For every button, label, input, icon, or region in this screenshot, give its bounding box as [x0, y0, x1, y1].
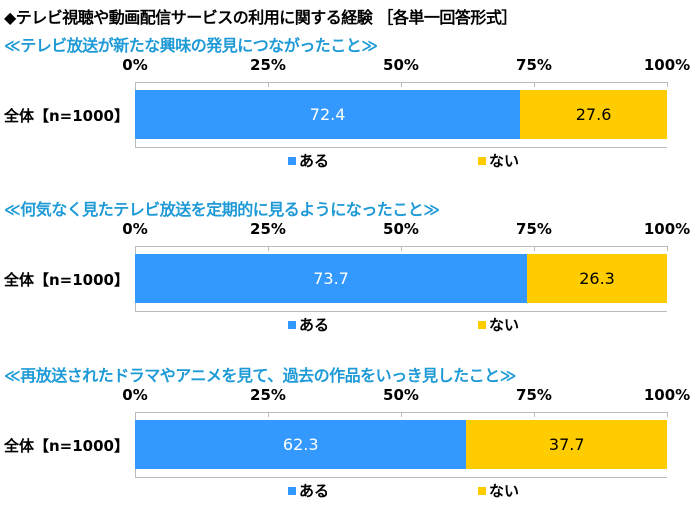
main-title: ◆テレビ視聴や動画配信サービスの利用に関する経験 ［各単一回答形式］ — [4, 8, 517, 27]
data-label: 27.6 — [575, 105, 612, 124]
legend-item: ない — [478, 150, 519, 171]
x-tick-label: 75% — [516, 56, 552, 74]
x-axis-bottom — [135, 477, 667, 478]
legend-swatch — [288, 320, 296, 329]
x-tick-label: 50% — [383, 386, 419, 404]
x-tick-label: 25% — [250, 386, 286, 404]
x-tick-label: 25% — [250, 220, 286, 238]
x-tick-label: 0% — [122, 386, 148, 404]
x-tick-label: 50% — [383, 56, 419, 74]
data-label: 62.3 — [282, 435, 319, 454]
legend-swatch — [478, 486, 486, 495]
x-tick-label: 100% — [643, 386, 691, 404]
legend-item: ない — [478, 480, 519, 501]
category-label: 全体【n=1000】 — [4, 271, 129, 289]
x-tick-mark — [268, 412, 269, 417]
data-label: 72.4 — [309, 105, 346, 124]
panel-title: ≪何気なく見たテレビ放送を定期的に見るようになったこと≫ — [4, 200, 440, 219]
x-tick-label: 100% — [643, 220, 691, 238]
x-tick-label: 25% — [250, 56, 286, 74]
x-tick-mark — [667, 82, 668, 87]
legend-label: ある — [299, 152, 330, 170]
data-label: 37.7 — [548, 435, 585, 454]
legend-item: ある — [288, 150, 329, 171]
category-label: 全体【n=1000】 — [4, 107, 129, 125]
bar-segment-nai: 27.6 — [520, 90, 667, 139]
legend-item: ない — [478, 314, 519, 335]
legend-swatch — [288, 486, 296, 495]
x-tick-label: 100% — [643, 56, 691, 74]
x-tick-label: 0% — [122, 56, 148, 74]
x-tick-label: 75% — [516, 220, 552, 238]
panel-title: ≪テレビ放送が新たな興味の発見につながったこと≫ — [4, 36, 378, 55]
x-tick-mark — [401, 82, 402, 87]
legend-item: ある — [288, 480, 329, 501]
data-label: 73.7 — [313, 269, 349, 288]
x-tick-label: 0% — [122, 220, 148, 238]
legend-label: ない — [489, 316, 520, 334]
bar-segment-aru: 62.3 — [135, 420, 467, 469]
x-tick-mark — [667, 412, 668, 417]
bar-segment-aru: 73.7 — [135, 254, 528, 303]
x-tick-mark — [401, 412, 402, 417]
x-tick-mark — [268, 82, 269, 87]
panel-title: ≪再放送されたドラマやアニメを見て、過去の作品をいっき見したこと≫ — [4, 366, 516, 385]
x-axis-bottom — [135, 147, 667, 148]
x-tick-mark — [534, 412, 535, 417]
legend-swatch — [478, 320, 486, 329]
legend-label: ない — [489, 152, 520, 170]
x-axis-line — [135, 82, 667, 83]
x-tick-mark — [534, 246, 535, 251]
legend-swatch — [478, 156, 486, 165]
bar-segment-nai: 37.7 — [466, 420, 667, 469]
x-tick-label: 50% — [383, 220, 419, 238]
x-tick-mark — [667, 246, 668, 251]
x-tick-mark — [401, 246, 402, 251]
legend-label: ない — [489, 482, 520, 500]
x-tick-mark — [268, 246, 269, 251]
category-label: 全体【n=1000】 — [4, 437, 129, 455]
legend-label: ある — [299, 316, 330, 334]
x-axis-bottom — [135, 311, 667, 312]
bar-segment-nai: 26.3 — [527, 254, 667, 303]
legend-item: ある — [288, 314, 329, 335]
x-axis-line — [135, 246, 667, 247]
bar-segment-aru: 72.4 — [135, 90, 521, 139]
legend-swatch — [288, 156, 296, 165]
legend-label: ある — [299, 482, 330, 500]
data-label: 26.3 — [579, 269, 615, 288]
x-axis-line — [135, 412, 667, 413]
x-tick-label: 75% — [516, 386, 552, 404]
x-tick-mark — [534, 82, 535, 87]
